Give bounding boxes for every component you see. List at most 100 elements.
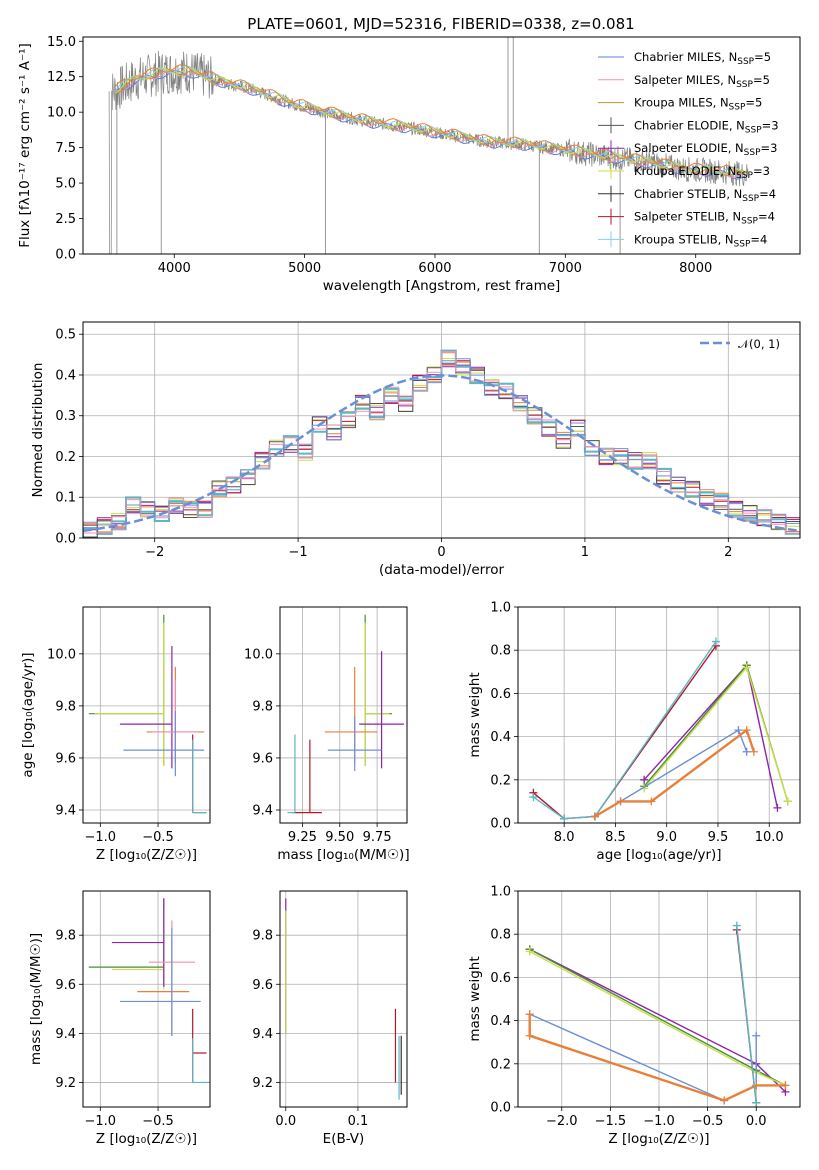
- panel-residuals: −2 −1 0 1 2 0.0 0.1 0.2 0.3 0.4 0.5 (data-model)/er…: [30, 321, 801, 578]
- y-tick-label: 9.4: [252, 1027, 273, 1042]
- weight-marker: [720, 1096, 729, 1105]
- plot-area: [525, 921, 790, 1107]
- x-tick-label: 9.0: [656, 830, 677, 845]
- error-point: [192, 734, 207, 814]
- y-axis-label: Normed distribution: [30, 363, 46, 498]
- weight-marker: [742, 747, 751, 756]
- legend-subscript: SSP: [734, 239, 751, 249]
- y-tick-label: 9.4: [252, 803, 273, 818]
- error-point: [359, 651, 405, 769]
- axes-frame: [82, 890, 211, 1108]
- error-point: [119, 927, 201, 1036]
- x-tick-label: −0.5: [142, 1114, 174, 1129]
- legend-value: =3: [761, 141, 778, 155]
- y-tick-label: 0.8: [490, 928, 511, 943]
- y-tick-label: 0.8: [490, 644, 511, 659]
- panel-weight_vs_Z: −2.0 −1.5 −1.0 −0.5 0.0 0.0 0.2 0.4 0.6 0.8 1.0 Z […: [467, 885, 801, 1147]
- y-tick-label: 9.8: [55, 929, 76, 944]
- axes-frame: [279, 890, 408, 1108]
- error-point: [111, 908, 165, 990]
- x-axis-label: mass [log₁₀(M/M☉)]: [277, 847, 409, 863]
- x-tick-label: −1.0: [85, 1114, 117, 1129]
- y-tick-label: 1.0: [490, 885, 511, 900]
- error-point: [364, 614, 393, 766]
- x-tick-label: 4000: [158, 261, 191, 276]
- y-tick-label: 0.6: [490, 687, 511, 702]
- legend-value: =5: [754, 50, 771, 64]
- panel-spectrum: 4000 5000 6000 7000 8000 0.0 2.5 5.0 7.5 10.0 12.5…: [17, 15, 801, 294]
- x-tick-label: 8000: [679, 261, 712, 276]
- y-tick-label: 0.0: [55, 532, 76, 547]
- weight-series-line: [529, 1013, 757, 1102]
- y-tick-label: 0.6: [490, 971, 511, 986]
- panel-age_vs_mass: 9.25 9.50 9.75 9.4 9.6 9.8 10.0 mass [log₁₀(M/M…: [244, 606, 410, 863]
- weight-marker: [732, 921, 741, 930]
- weight-marker: [616, 797, 625, 806]
- weight-marker: [752, 1031, 761, 1040]
- x-tick-label: 8.5: [605, 830, 626, 845]
- x-tick-label: 10.0: [755, 830, 784, 845]
- histogram-step-line: [83, 351, 800, 538]
- legend-value: =4: [758, 210, 775, 224]
- y-tick-label: 9.2: [55, 1076, 76, 1091]
- error-point: [324, 666, 378, 764]
- weight-series-line: [532, 645, 717, 820]
- y-tick-label: 0.0: [490, 817, 511, 832]
- x-tick-label: −2: [145, 545, 164, 560]
- error-point: [291, 739, 322, 814]
- legend-label: Salpeter STELIB, NSSP=4: [634, 210, 775, 227]
- legend-label: Kroupa ELODIE, NSSP=3: [634, 164, 770, 181]
- panel-mass_vs_ebv: 0.0 0.1 9.2 9.4 9.6 9.8 E(B-V): [252, 890, 408, 1147]
- y-tick-label: 5.0: [55, 177, 76, 192]
- x-tick-label: −0.5: [692, 1114, 724, 1129]
- legend-subscript: SSP: [737, 57, 754, 67]
- y-tick-label: 0.4: [490, 1014, 511, 1029]
- y-tick-label: 10.0: [244, 647, 273, 662]
- model-spectrum-line: [115, 68, 746, 177]
- legend-subscript: SSP: [744, 148, 761, 158]
- model-spectrum-line: [115, 63, 746, 175]
- plot-area: [287, 614, 405, 814]
- legend-value: =3: [762, 118, 779, 132]
- weight-marker: [781, 1081, 790, 1090]
- error-point: [94, 622, 165, 766]
- x-axis-label: (data-model)/error: [379, 562, 505, 578]
- y-tick-label: 0.2: [55, 450, 76, 465]
- plot-area: [88, 614, 207, 814]
- legend-label: Kroupa STELIB, NSSP=4: [634, 232, 767, 249]
- x-tick-label: 9.5: [708, 830, 729, 845]
- weight-series-line: [643, 666, 789, 802]
- y-tick-label: 1.0: [490, 601, 511, 616]
- model-spectrum-line: [115, 69, 746, 178]
- x-tick-label: 9.75: [363, 830, 392, 845]
- legend-value: =4: [750, 232, 767, 246]
- x-tick-label: 8.0: [554, 830, 575, 845]
- y-axis-label: Flux [fλ10⁻¹⁷ erg cm⁻² s⁻¹ A⁻¹]: [17, 43, 33, 248]
- weight-marker: [560, 814, 569, 823]
- weight-marker: [783, 797, 792, 806]
- x-tick-label: 9.50: [325, 830, 354, 845]
- legend-label: Chabrier STELIB, NSSP=4: [634, 187, 776, 204]
- weight-marker: [773, 803, 782, 812]
- chart-title: PLATE=0601, MJD=52316, FIBERID=0338, z=0…: [247, 15, 634, 33]
- x-tick-label: 9.25: [288, 830, 317, 845]
- x-axis-label: E(B-V): [323, 1131, 365, 1147]
- error-point: [123, 711, 205, 777]
- plot-area: [83, 349, 800, 538]
- y-tick-label: 0.1: [55, 491, 76, 506]
- y-axis-label: age [log₁₀(age/yr)]: [20, 652, 36, 777]
- axes-frame: [517, 606, 801, 824]
- weight-marker: [529, 793, 538, 802]
- legend-value: =3: [753, 164, 770, 178]
- y-tick-label: 0.0: [490, 1101, 511, 1116]
- plot-area: [108, 37, 749, 254]
- panel-age_vs_Z: −1.0 −0.5 9.4 9.6 9.8 10.0 Z [log₁₀(Z/Z☉)] age …: [20, 606, 211, 863]
- y-tick-label: 10.0: [47, 106, 76, 121]
- y-tick-label: 9.6: [252, 751, 273, 766]
- plot-area: [88, 898, 210, 1084]
- legend-subscript: SSP: [742, 194, 759, 204]
- y-tick-label: 9.6: [252, 978, 273, 993]
- y-tick-label: 0.0: [55, 248, 76, 263]
- y-tick-label: 9.8: [55, 699, 76, 714]
